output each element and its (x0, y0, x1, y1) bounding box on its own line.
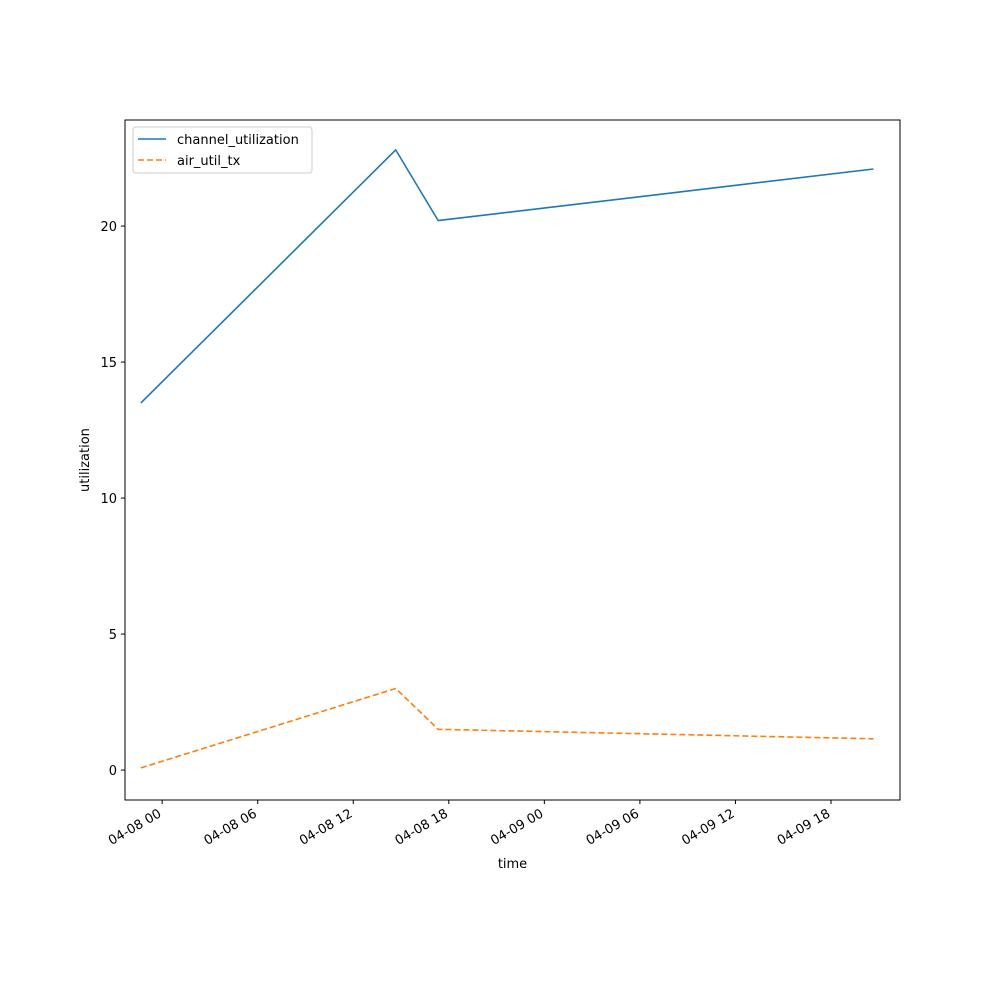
y-tick-label: 5 (109, 628, 117, 643)
series-line-channel_utilization (140, 149, 874, 404)
legend: channel_utilization air_util_tx (132, 126, 313, 174)
y-tick-label: 15 (100, 356, 117, 371)
y-axis-label: utilization (78, 428, 93, 492)
legend-label-air_util_tx: air_util_tx (177, 154, 241, 169)
y-axis: 0 5 10 15 20 (100, 220, 125, 779)
x-axis-label: time (498, 857, 527, 872)
legend-label-channel_utilization: channel_utilization (177, 133, 299, 148)
y-tick-label: 0 (109, 764, 117, 779)
series-line-air_util_tx (140, 687, 874, 769)
y-tick-label: 20 (100, 220, 117, 235)
plot-frame (124, 119, 901, 801)
y-tick-label: 10 (100, 492, 117, 507)
legend-box (132, 126, 313, 174)
series-layer (140, 149, 874, 769)
